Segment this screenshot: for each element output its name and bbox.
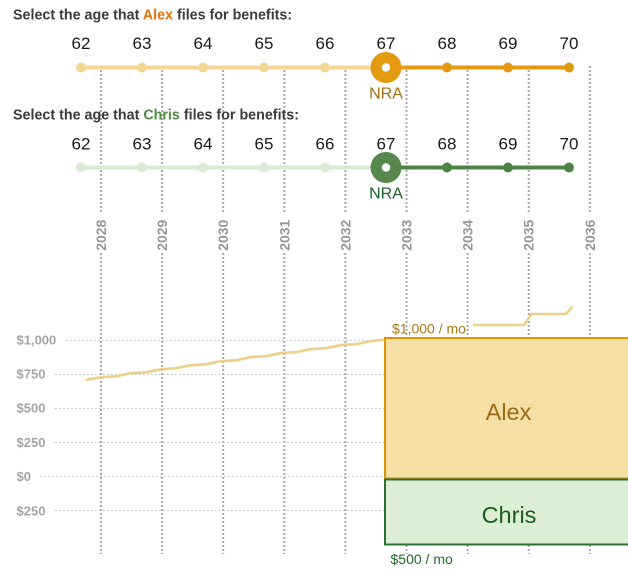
svg-text:63: 63 bbox=[133, 134, 152, 153]
svg-text:$250: $250 bbox=[17, 435, 46, 450]
svg-text:Select the age that Chris file: Select the age that Chris files for bene… bbox=[13, 108, 299, 124]
svg-text:68: 68 bbox=[438, 34, 457, 53]
svg-text:2033: 2033 bbox=[399, 219, 415, 250]
svg-text:2035: 2035 bbox=[521, 219, 537, 250]
svg-text:69: 69 bbox=[499, 34, 518, 53]
svg-text:2029: 2029 bbox=[154, 219, 170, 250]
svg-text:62: 62 bbox=[72, 34, 91, 53]
svg-text:64: 64 bbox=[194, 134, 213, 153]
svg-text:$500 / mo: $500 / mo bbox=[391, 551, 453, 567]
svg-text:$500: $500 bbox=[17, 400, 46, 415]
svg-text:Chris: Chris bbox=[482, 502, 537, 528]
svg-text:2031: 2031 bbox=[276, 219, 292, 250]
svg-text:66: 66 bbox=[316, 134, 335, 153]
svg-text:NRA: NRA bbox=[369, 85, 403, 102]
svg-text:67: 67 bbox=[377, 34, 396, 53]
svg-text:64: 64 bbox=[194, 34, 213, 53]
svg-text:68: 68 bbox=[438, 134, 457, 153]
svg-text:$1,000: $1,000 bbox=[17, 332, 57, 347]
svg-text:$250: $250 bbox=[17, 503, 46, 518]
svg-text:$0: $0 bbox=[17, 469, 31, 484]
svg-text:66: 66 bbox=[316, 34, 335, 53]
svg-text:70: 70 bbox=[560, 134, 579, 153]
svg-text:2028: 2028 bbox=[93, 219, 109, 250]
svg-text:Select the age that Alex files: Select the age that Alex files for benef… bbox=[13, 8, 292, 24]
svg-text:NRA: NRA bbox=[369, 185, 403, 202]
svg-text:62: 62 bbox=[72, 134, 91, 153]
svg-text:67: 67 bbox=[377, 134, 396, 153]
svg-text:2036: 2036 bbox=[582, 219, 598, 250]
svg-text:65: 65 bbox=[255, 134, 274, 153]
svg-text:Alex: Alex bbox=[486, 399, 532, 425]
svg-text:$1,000 / mo: $1,000 / mo bbox=[392, 321, 466, 337]
svg-text:65: 65 bbox=[255, 34, 274, 53]
svg-text:$750: $750 bbox=[17, 366, 46, 381]
svg-text:2034: 2034 bbox=[460, 219, 476, 250]
svg-text:63: 63 bbox=[133, 34, 152, 53]
svg-text:70: 70 bbox=[560, 34, 579, 53]
svg-text:2032: 2032 bbox=[337, 219, 353, 250]
svg-text:69: 69 bbox=[499, 134, 518, 153]
svg-text:2030: 2030 bbox=[215, 219, 231, 250]
